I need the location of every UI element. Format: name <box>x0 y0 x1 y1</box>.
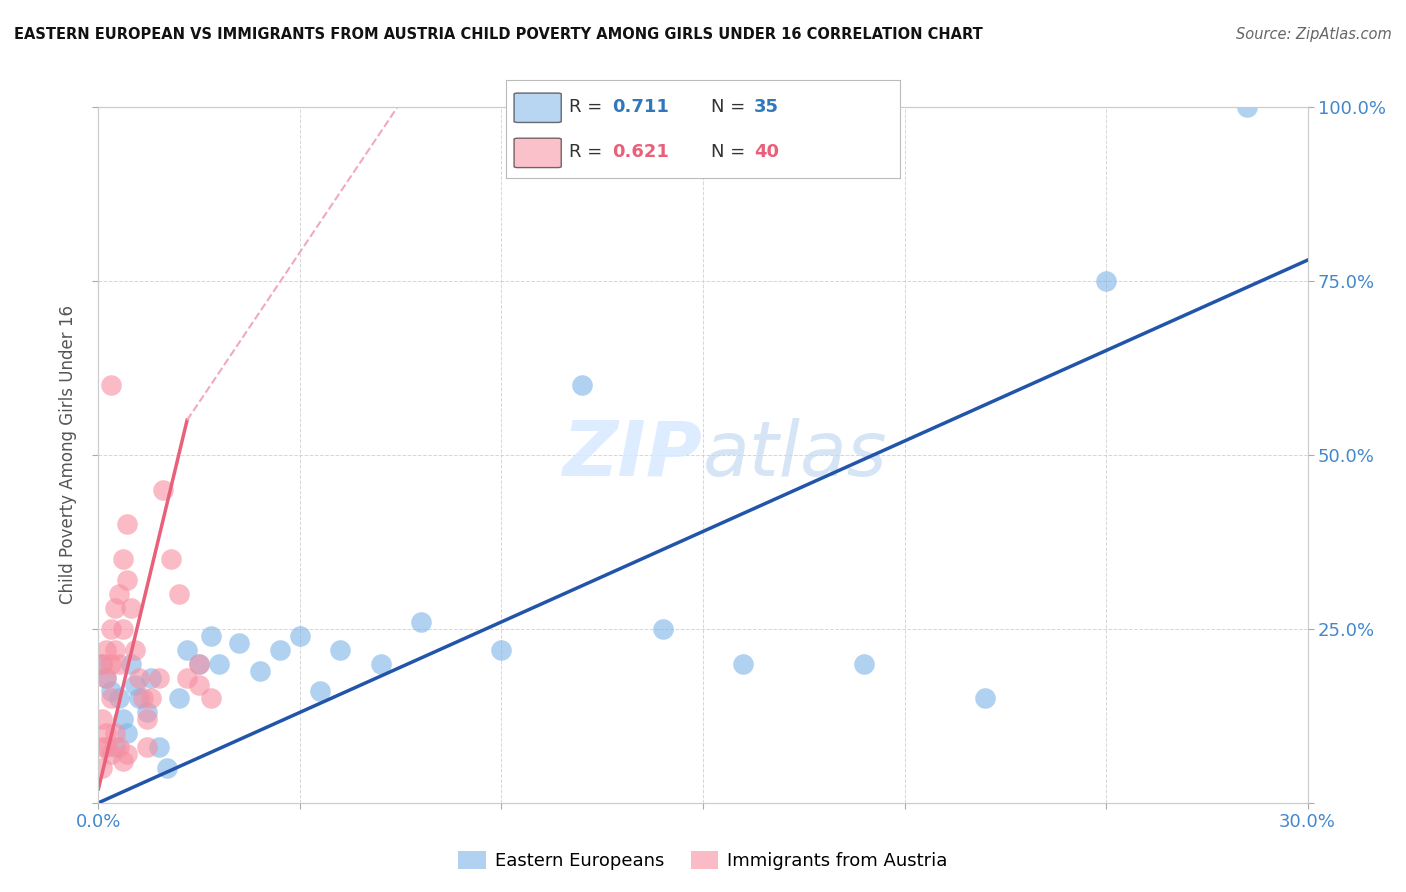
Point <box>370 657 392 671</box>
Point <box>176 671 198 685</box>
Text: N =: N = <box>711 143 751 161</box>
Point <box>409 615 432 629</box>
Point <box>974 691 997 706</box>
Point <box>139 691 162 706</box>
Text: atlas: atlas <box>703 418 887 491</box>
Point <box>128 691 150 706</box>
FancyBboxPatch shape <box>515 138 561 168</box>
Point <box>651 622 673 636</box>
FancyBboxPatch shape <box>515 93 561 122</box>
Point <box>103 726 125 740</box>
Point <box>100 622 122 636</box>
Point <box>111 712 134 726</box>
Point <box>124 642 146 657</box>
Legend: Eastern Europeans, Immigrants from Austria: Eastern Europeans, Immigrants from Austr… <box>451 844 955 877</box>
Point <box>103 601 125 615</box>
Point <box>103 740 125 755</box>
Text: ZIP: ZIP <box>564 418 703 491</box>
Y-axis label: Child Poverty Among Girls Under 16: Child Poverty Among Girls Under 16 <box>59 305 77 605</box>
Point <box>111 754 134 768</box>
Text: R =: R = <box>569 98 609 116</box>
Point <box>152 483 174 497</box>
Point <box>309 684 332 698</box>
Point <box>107 587 129 601</box>
Point <box>100 378 122 392</box>
Point <box>100 747 122 761</box>
Point <box>107 740 129 755</box>
Point <box>96 726 118 740</box>
Point <box>228 636 250 650</box>
Point <box>329 642 352 657</box>
Point <box>100 684 122 698</box>
Point <box>160 552 183 566</box>
Point <box>188 657 211 671</box>
Text: Source: ZipAtlas.com: Source: ZipAtlas.com <box>1236 27 1392 42</box>
Point <box>491 642 513 657</box>
Point <box>120 601 142 615</box>
Text: 35: 35 <box>754 98 779 116</box>
Point <box>148 671 170 685</box>
Point <box>176 642 198 657</box>
Point <box>139 671 162 685</box>
Point <box>103 642 125 657</box>
Text: 0.711: 0.711 <box>613 98 669 116</box>
Text: EASTERN EUROPEAN VS IMMIGRANTS FROM AUSTRIA CHILD POVERTY AMONG GIRLS UNDER 16 C: EASTERN EUROPEAN VS IMMIGRANTS FROM AUST… <box>14 27 983 42</box>
Point <box>188 677 211 691</box>
Point <box>107 657 129 671</box>
Point <box>96 740 118 755</box>
Text: R =: R = <box>569 143 609 161</box>
Point <box>91 657 114 671</box>
Point <box>91 740 114 755</box>
Point <box>115 747 138 761</box>
Point <box>120 657 142 671</box>
Point <box>115 573 138 587</box>
Point <box>128 671 150 685</box>
Point <box>135 712 157 726</box>
Point <box>100 657 122 671</box>
Point <box>111 622 134 636</box>
Point <box>288 629 311 643</box>
Point <box>167 691 190 706</box>
Point <box>96 642 118 657</box>
Point <box>148 740 170 755</box>
Point <box>167 587 190 601</box>
Point <box>1236 100 1258 114</box>
Point <box>107 691 129 706</box>
Point <box>100 691 122 706</box>
Point <box>249 664 271 678</box>
Point <box>200 691 222 706</box>
Point <box>91 712 114 726</box>
Point <box>1095 274 1118 288</box>
Point <box>733 657 755 671</box>
Point <box>115 517 138 532</box>
Point <box>156 761 179 775</box>
Point <box>571 378 593 392</box>
Point <box>96 671 118 685</box>
Point <box>135 706 157 720</box>
Point <box>115 726 138 740</box>
Point <box>91 657 114 671</box>
Point <box>132 691 155 706</box>
Point <box>96 671 118 685</box>
Point <box>269 642 291 657</box>
Point <box>111 552 134 566</box>
Point <box>135 740 157 755</box>
Text: 40: 40 <box>754 143 779 161</box>
Point <box>853 657 876 671</box>
Text: N =: N = <box>711 98 751 116</box>
Point <box>208 657 231 671</box>
Point <box>200 629 222 643</box>
Text: 0.621: 0.621 <box>613 143 669 161</box>
Point <box>91 761 114 775</box>
Point <box>124 677 146 691</box>
Point <box>188 657 211 671</box>
